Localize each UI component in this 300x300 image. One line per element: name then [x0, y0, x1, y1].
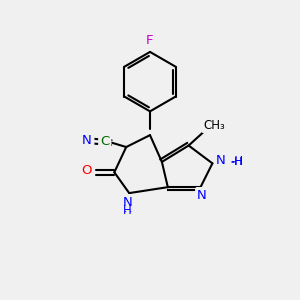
Text: O: O	[81, 164, 91, 177]
Text: C: C	[100, 136, 110, 148]
Text: N: N	[123, 196, 133, 209]
Text: CH₃: CH₃	[202, 120, 224, 133]
Text: O: O	[82, 164, 92, 177]
Text: F: F	[146, 35, 154, 48]
Text: F: F	[146, 34, 154, 47]
Text: N: N	[197, 189, 207, 202]
Text: N: N	[217, 154, 226, 167]
Text: N: N	[197, 189, 207, 202]
Text: -H: -H	[230, 155, 243, 168]
Text: N: N	[83, 134, 92, 147]
Text: N: N	[83, 134, 92, 147]
Text: N: N	[217, 154, 226, 167]
Text: H: H	[124, 204, 132, 214]
Text: CH₃: CH₃	[203, 119, 225, 132]
Text: N: N	[123, 196, 133, 209]
Text: C: C	[100, 136, 110, 148]
Text: C: C	[100, 136, 110, 148]
Text: N: N	[82, 134, 92, 147]
Text: N: N	[123, 196, 133, 209]
Text: N: N	[197, 189, 207, 202]
Text: -H: -H	[231, 157, 243, 167]
Text: H: H	[123, 204, 132, 217]
Text: O: O	[82, 164, 92, 177]
Text: N: N	[216, 154, 226, 167]
